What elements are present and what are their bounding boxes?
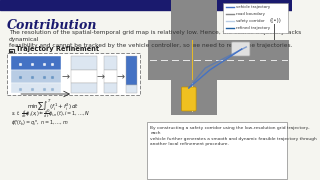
Text: The resolution of the spatial-temporal grid map is relatively low. Hence, the co: The resolution of the spatial-temporal g… [9,30,301,48]
Bar [192,107,193,112]
Bar [172,0,217,115]
Bar [192,40,193,80]
Bar [172,60,179,61]
Bar [282,60,288,61]
Bar [71,56,97,70]
Bar [0,0,292,10]
FancyBboxPatch shape [232,42,250,56]
Bar [11,83,61,93]
Text: $\min\sum_i \int_0^T (f_i^1 + f_i^2)\,dt$: $\min\sum_i \int_0^T (f_i^1 + f_i^2)\,dt… [28,98,80,117]
Bar [11,56,61,70]
Bar [227,60,234,61]
Text: ((•)): ((•)) [269,18,281,23]
Bar [104,83,117,93]
Bar [192,91,193,96]
Bar [205,60,212,61]
Text: refined trajectory: refined trajectory [236,26,270,30]
Bar [216,60,222,61]
Text: →: → [62,72,70,82]
Bar [192,83,193,88]
FancyBboxPatch shape [181,87,196,111]
Text: $\phi_i^n(t_k) = q_i^n,\; n=1,\ldots,m$: $\phi_i^n(t_k) = q_i^n,\; n=1,\ldots,m$ [11,118,68,128]
Bar [11,51,12,53]
Bar [126,85,137,93]
Bar [71,83,97,93]
Text: →: → [96,72,104,82]
Bar [274,24,276,40]
Text: $s.t.\;\frac{d}{dt}\phi_i(x_i) = \frac{d}{dt}\phi_{i,n}(t), i=1,\ldots,N$: $s.t.\;\frac{d}{dt}\phi_i(x_i) = \frac{d… [11,108,90,120]
FancyBboxPatch shape [7,53,140,95]
Text: vehicle trajectory: vehicle trajectory [236,5,270,9]
Text: road boundary: road boundary [236,12,265,16]
Text: Trajectory Refinement: Trajectory Refinement [15,46,99,52]
Bar [71,70,97,83]
Bar [9,49,14,54]
FancyBboxPatch shape [147,122,287,179]
Bar [194,60,201,61]
Bar [150,60,157,61]
Bar [183,60,190,61]
Text: Contribution: Contribution [7,19,98,32]
Bar [260,60,266,61]
Bar [11,70,61,83]
Bar [249,60,255,61]
Bar [192,99,193,104]
Bar [271,60,277,61]
Bar [238,60,244,61]
Bar [126,56,137,85]
Text: →: → [116,72,124,82]
Bar [148,40,289,80]
Text: By constructing a safety corridor using the low-resolution grid trajectory, each: By constructing a safety corridor using … [150,126,317,147]
Bar [104,70,117,83]
FancyBboxPatch shape [222,3,288,33]
Bar [162,60,168,61]
Bar [104,56,117,70]
Text: safety corridor: safety corridor [236,19,265,23]
